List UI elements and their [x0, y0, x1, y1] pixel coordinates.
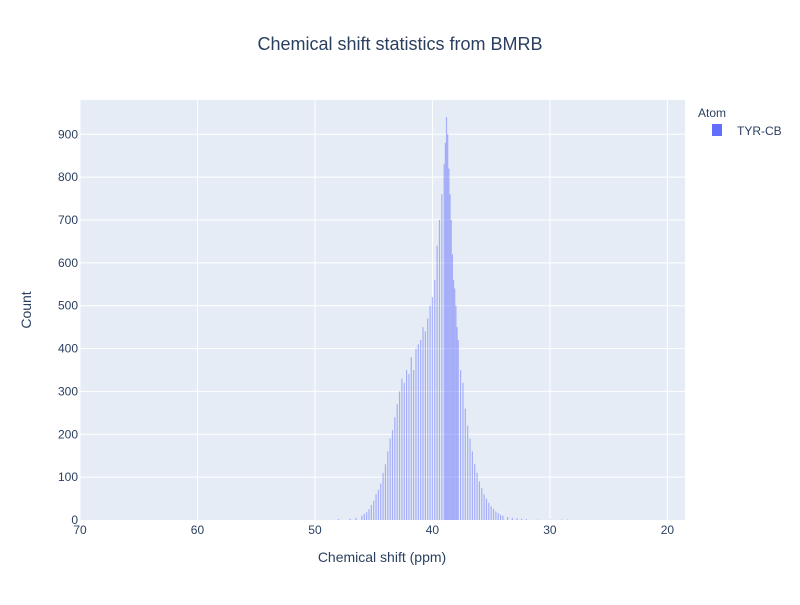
- histogram-bar: [429, 306, 430, 520]
- histogram-bar: [385, 464, 386, 520]
- histogram-bar: [507, 517, 508, 520]
- y-tick-label: 800: [58, 170, 78, 184]
- histogram-bar: [387, 451, 388, 520]
- y-tick-label: 700: [58, 213, 78, 227]
- histogram-bar: [453, 280, 454, 520]
- histogram-bar: [457, 327, 458, 520]
- histogram-bar: [373, 501, 374, 520]
- histogram-bar: [427, 319, 428, 520]
- x-tick-label: 60: [191, 523, 205, 537]
- histogram-bar: [397, 404, 398, 520]
- histogram-bar: [484, 494, 485, 520]
- y-tick-label: 500: [58, 299, 78, 313]
- histogram-bar: [526, 519, 527, 520]
- histogram-bar: [521, 519, 522, 520]
- histogram-bar: [368, 509, 369, 520]
- histogram-bar: [502, 516, 503, 520]
- legend-swatch: [712, 124, 722, 136]
- histogram-bar: [439, 220, 440, 520]
- legend-title: Atom: [698, 106, 726, 120]
- histogram-bar: [486, 499, 487, 520]
- x-tick-label: 70: [73, 523, 87, 537]
- histogram-bar: [446, 117, 447, 520]
- histogram-bar: [380, 484, 381, 520]
- histogram-bar: [394, 417, 395, 520]
- histogram-bar: [390, 439, 391, 520]
- histogram-bar: [404, 383, 405, 520]
- histogram-bar: [411, 357, 412, 520]
- histogram-bar: [418, 344, 419, 520]
- y-tick-label: 200: [58, 427, 78, 441]
- y-tick-label: 100: [58, 470, 78, 484]
- y-tick-label: 300: [58, 384, 78, 398]
- histogram-bar: [383, 473, 384, 520]
- legend-item-label: TYR-CB: [737, 124, 782, 138]
- histogram-bar: [413, 370, 414, 520]
- histogram-bar: [474, 464, 475, 520]
- y-tick-label: 900: [58, 127, 78, 141]
- histogram-bar: [447, 134, 448, 520]
- histogram-bar: [458, 340, 459, 520]
- histogram-bar: [364, 514, 365, 520]
- histogram-bar: [472, 451, 473, 520]
- x-axis-title: Chemical shift (ppm): [318, 549, 446, 565]
- histogram-bar: [445, 143, 446, 520]
- histogram-bar: [401, 379, 402, 520]
- histogram-bar: [479, 481, 480, 520]
- histogram-bar: [378, 490, 379, 520]
- histogram-bar: [448, 169, 449, 520]
- histogram-bar: [361, 516, 362, 520]
- histogram-bar: [371, 505, 372, 520]
- histogram-bar: [455, 306, 456, 520]
- x-tick-label: 20: [661, 523, 675, 537]
- histogram-bar: [476, 473, 477, 520]
- histogram-bar: [415, 349, 416, 520]
- histogram-bar: [481, 488, 482, 520]
- histogram-bar: [469, 439, 470, 520]
- histogram-bar: [467, 426, 468, 520]
- histogram-bar: [488, 503, 489, 520]
- y-tick-label: 600: [58, 256, 78, 270]
- histogram-bar: [434, 280, 435, 520]
- histogram-bar: [516, 518, 517, 520]
- histogram-bar: [491, 506, 492, 520]
- histogram-bar: [350, 519, 351, 520]
- histogram-bar: [392, 430, 393, 520]
- histogram-bar: [493, 509, 494, 520]
- x-tick-label: 40: [426, 523, 440, 537]
- histogram-bar: [460, 370, 461, 520]
- histogram-bar: [355, 518, 356, 520]
- plot-area: [80, 100, 685, 520]
- y-axis-title: Count: [18, 291, 34, 328]
- histogram-bar: [338, 519, 339, 520]
- histogram-bar: [451, 220, 452, 520]
- histogram-bar: [495, 511, 496, 520]
- y-tick-label: 400: [58, 342, 78, 356]
- histogram-bar: [452, 254, 453, 520]
- x-tick-label: 30: [543, 523, 557, 537]
- histogram-bar: [500, 515, 501, 520]
- histogram-bar: [425, 331, 426, 520]
- histogram-bar: [449, 194, 450, 520]
- histogram-bar: [422, 327, 423, 520]
- histogram-bar: [444, 164, 445, 520]
- histogram-bar: [420, 340, 421, 520]
- histogram-bar: [375, 494, 376, 520]
- histogram-bar: [406, 370, 407, 520]
- histogram-bar: [512, 518, 513, 520]
- histogram-bar: [465, 409, 466, 520]
- histogram-bar: [454, 289, 455, 520]
- histogram-bar: [498, 513, 499, 520]
- histogram-bar: [437, 246, 438, 520]
- histogram-bar: [462, 383, 463, 520]
- x-tick-label: 50: [308, 523, 322, 537]
- histogram-bar: [441, 194, 442, 520]
- histogram-bar: [399, 391, 400, 520]
- histogram-bar: [408, 374, 409, 520]
- chart-title: Chemical shift statistics from BMRB: [257, 34, 542, 54]
- histogram-bar: [432, 297, 433, 520]
- histogram-bar: [366, 512, 367, 520]
